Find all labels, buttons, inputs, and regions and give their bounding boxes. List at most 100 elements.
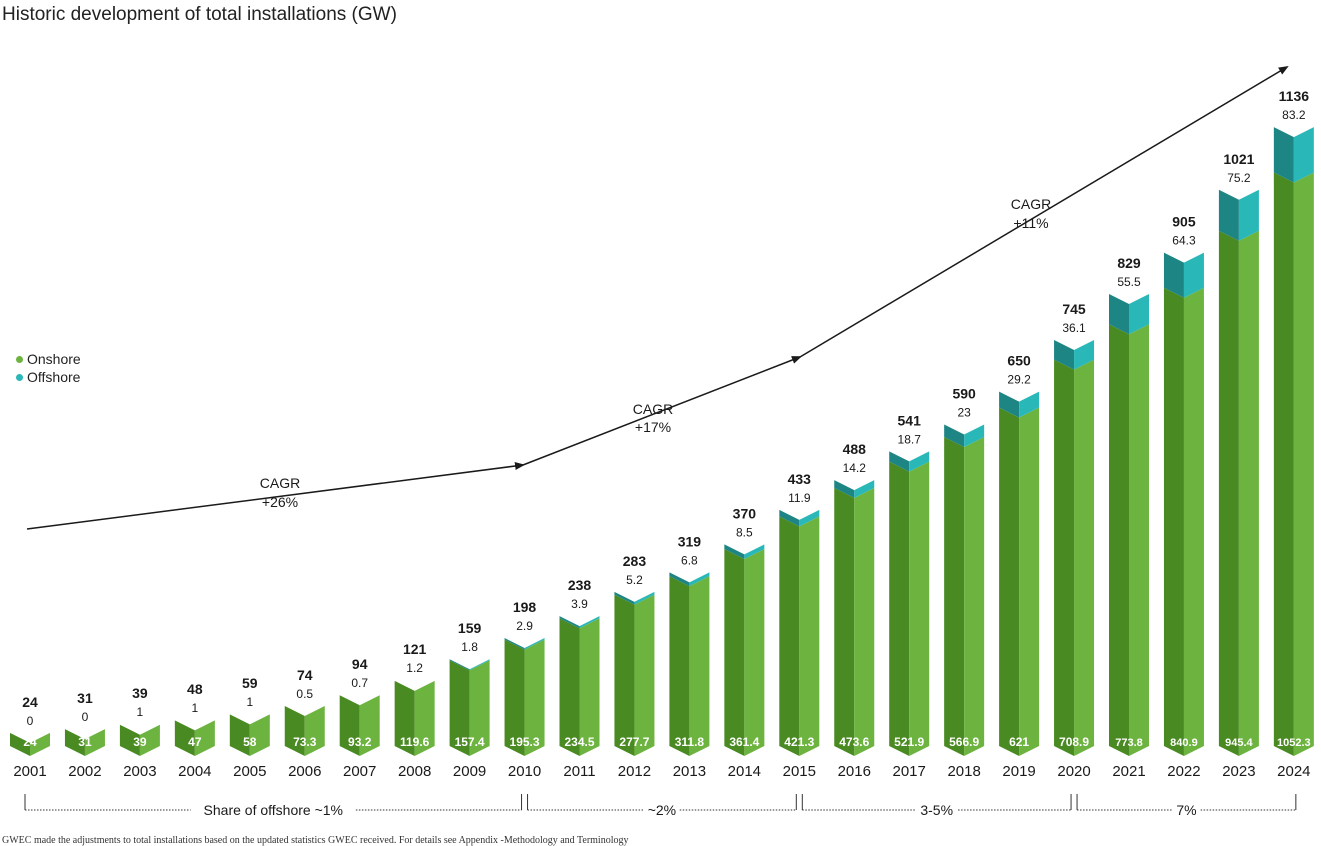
onshore-value-label: 73.3 — [293, 735, 317, 749]
x-tick-label: 2013 — [673, 763, 706, 780]
bar-offshore — [1238, 189, 1259, 241]
onshore-value-label: 521.9 — [894, 735, 924, 749]
bar-onshore-side — [944, 437, 965, 756]
bar-offshore — [854, 480, 875, 498]
bar-onshore-side — [64, 729, 85, 756]
offshore-value-label: 2.9 — [516, 619, 533, 633]
x-tick-label: 2011 — [563, 763, 595, 780]
bar-onshore-side — [394, 680, 415, 756]
bar-onshore — [194, 720, 215, 756]
bar-onshore-side — [724, 549, 745, 756]
x-tick-label: 2005 — [233, 763, 266, 780]
bar-onshore — [744, 549, 765, 756]
bar-onshore — [1074, 359, 1095, 756]
total-value-label: 283 — [623, 553, 647, 569]
offshore-value-label: 6.8 — [681, 553, 698, 567]
bar-onshore-side — [779, 516, 800, 756]
total-value-label: 488 — [843, 441, 867, 457]
share-of-offshore-label: 7% — [1176, 802, 1196, 818]
onshore-value-label: 277.7 — [619, 735, 649, 749]
bar-onshore-side — [1109, 324, 1129, 756]
bar-onshore-side — [174, 720, 195, 756]
x-tick-label: 2017 — [893, 763, 926, 780]
bar-offshore-side — [889, 451, 910, 472]
bar-offshore — [1019, 391, 1040, 418]
offshore-value-label: 36.1 — [1062, 321, 1086, 335]
total-value-label: 1136 — [1279, 88, 1310, 104]
offshore-value-label: 18.7 — [898, 432, 922, 446]
total-value-label: 650 — [1007, 353, 1031, 369]
total-value-label: 590 — [952, 386, 976, 402]
total-value-label: 198 — [513, 599, 537, 615]
total-value-label: 433 — [788, 471, 812, 487]
x-tick-label: 2008 — [398, 763, 431, 780]
bar-onshore-side — [1218, 230, 1239, 756]
onshore-value-label: 47 — [188, 735, 202, 749]
share-of-offshore: Share of offshore ~1% ~2% 3-5% 7% — [24, 794, 1297, 818]
onshore-swatch — [16, 355, 23, 363]
onshore-value-label: 24 — [23, 735, 37, 749]
cagr-value-1: +26% — [262, 494, 298, 510]
bar-offshore-side — [669, 572, 690, 587]
onshore-value-label: 945.4 — [1225, 737, 1253, 749]
cagr-value-2: +17% — [635, 419, 671, 435]
total-value-label: 745 — [1062, 301, 1086, 317]
x-tick-label: 2022 — [1167, 763, 1200, 780]
bar-offshore-side — [1054, 339, 1075, 370]
bar-offshore-side — [1218, 189, 1239, 241]
offshore-value-label: 29.2 — [1007, 373, 1031, 387]
share-of-offshore-label: Share of offshore ~1% — [204, 802, 343, 818]
bar-onshore — [1019, 407, 1040, 756]
onshore-value-label: 157.4 — [455, 735, 485, 749]
total-value-label: 238 — [568, 577, 592, 593]
share-of-offshore-label: 3-5% — [920, 802, 953, 818]
onshore-value-label: 421.3 — [784, 735, 814, 749]
x-tick-label: 2019 — [1002, 763, 1035, 780]
cagr-value-3: +11% — [1013, 215, 1048, 231]
bar-onshore — [634, 594, 655, 756]
offshore-value-label: 1 — [246, 695, 253, 709]
x-tick-label: 2015 — [783, 763, 816, 780]
bar-onshore — [1129, 324, 1149, 756]
bar-offshore-side — [1163, 252, 1184, 298]
legend-label-onshore: Onshore — [27, 351, 81, 367]
bar-offshore-side — [779, 509, 800, 527]
x-tick-label: 2024 — [1277, 763, 1310, 780]
bar-onshore-side — [559, 618, 580, 756]
total-value-label: 370 — [733, 505, 757, 521]
offshore-swatch — [16, 373, 23, 381]
bar-offshore-side — [1109, 294, 1129, 335]
bar-offshore-side — [614, 591, 635, 605]
bar-onshore — [854, 487, 875, 756]
bar-onshore-side — [504, 639, 525, 756]
onshore-value-label: 31 — [78, 735, 92, 749]
offshore-value-label: 0 — [82, 710, 89, 724]
bar-offshore — [634, 591, 655, 605]
bar-offshore-side — [504, 637, 525, 650]
onshore-value-label: 93.2 — [348, 735, 372, 749]
total-value-label: 159 — [458, 620, 482, 636]
bar-onshore — [524, 639, 545, 756]
bar-onshore — [249, 714, 270, 756]
x-tick-label: 2007 — [343, 763, 376, 780]
chart-title: Historic development of total installati… — [2, 4, 397, 25]
cagr-label-3: CAGR — [1011, 196, 1051, 212]
onshore-value-label: 708.9 — [1059, 735, 1089, 749]
total-value-label: 541 — [898, 412, 922, 428]
footnote: GWEC made the adjustments to total insta… — [2, 835, 629, 846]
bar-onshore — [1238, 230, 1259, 756]
onshore-value-label: 39 — [133, 735, 147, 749]
bar-onshore — [139, 724, 160, 756]
bar-onshore-side — [889, 461, 910, 756]
legend-item-offshore: Offshore — [16, 368, 81, 386]
offshore-value-label: 1.2 — [406, 661, 423, 675]
total-value-label: 74 — [297, 667, 313, 683]
total-value-label: 94 — [352, 656, 368, 672]
x-tick-label: 2023 — [1222, 763, 1255, 780]
onshore-value-label: 473.6 — [839, 735, 869, 749]
onshore-value-label: 195.3 — [510, 735, 540, 749]
offshore-value-label: 5.2 — [626, 573, 643, 587]
bar-offshore-side — [1273, 127, 1294, 183]
bar-onshore-side — [1054, 359, 1075, 756]
bar-offshore-side — [944, 424, 965, 448]
